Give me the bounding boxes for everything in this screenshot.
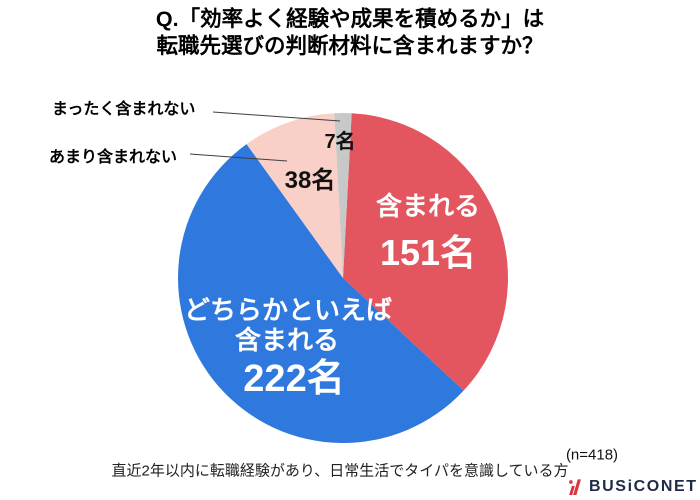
slice-label-somewhat-included-line1: どちらかといえば <box>183 295 393 325</box>
pie-slice-2 <box>246 113 343 278</box>
page-title-line-1: Q.「効率よく経験や成果を積めるか」は <box>155 7 545 31</box>
page-title: Q.「効率よく経験や成果を積めるか」は 転職先選びの判断材料に含まれますか？ <box>0 6 700 60</box>
slice-count-not-really: 38名 <box>284 167 336 194</box>
busiconet-logo-icon <box>569 479 581 496</box>
footer-note: 直近2年以内に転職経験があり、日常生活でタイパを意識している方 <box>111 462 569 480</box>
slice-count-included: 151名 <box>379 232 477 273</box>
sample-size: (n=418) <box>565 446 619 464</box>
pie-slice-0 <box>343 113 508 391</box>
pie-slice-1 <box>178 144 464 443</box>
pie-slices <box>178 113 508 443</box>
slice-count-somewhat-included: 222名 <box>243 358 345 400</box>
slice-count-not-at-all: 7名 <box>324 131 356 153</box>
leader-line-not-at-all <box>212 111 341 122</box>
pie-slice-3 <box>334 113 352 278</box>
busiconet-logo: BUSiCONET <box>565 477 698 496</box>
annotation-label-not-really: あまり含まれない <box>49 149 178 166</box>
brand-name: BUSiCONET <box>589 477 698 495</box>
annotation-label-not-at-all: まったく含まれない <box>52 101 196 118</box>
slice-label-somewhat-included-line2: 含まれる <box>234 325 340 355</box>
slice-label-included: 含まれる <box>375 191 481 221</box>
page-title-line-2: 転職先選びの判断材料に含まれますか？ <box>156 34 544 58</box>
leader-line-not-really <box>189 153 288 162</box>
